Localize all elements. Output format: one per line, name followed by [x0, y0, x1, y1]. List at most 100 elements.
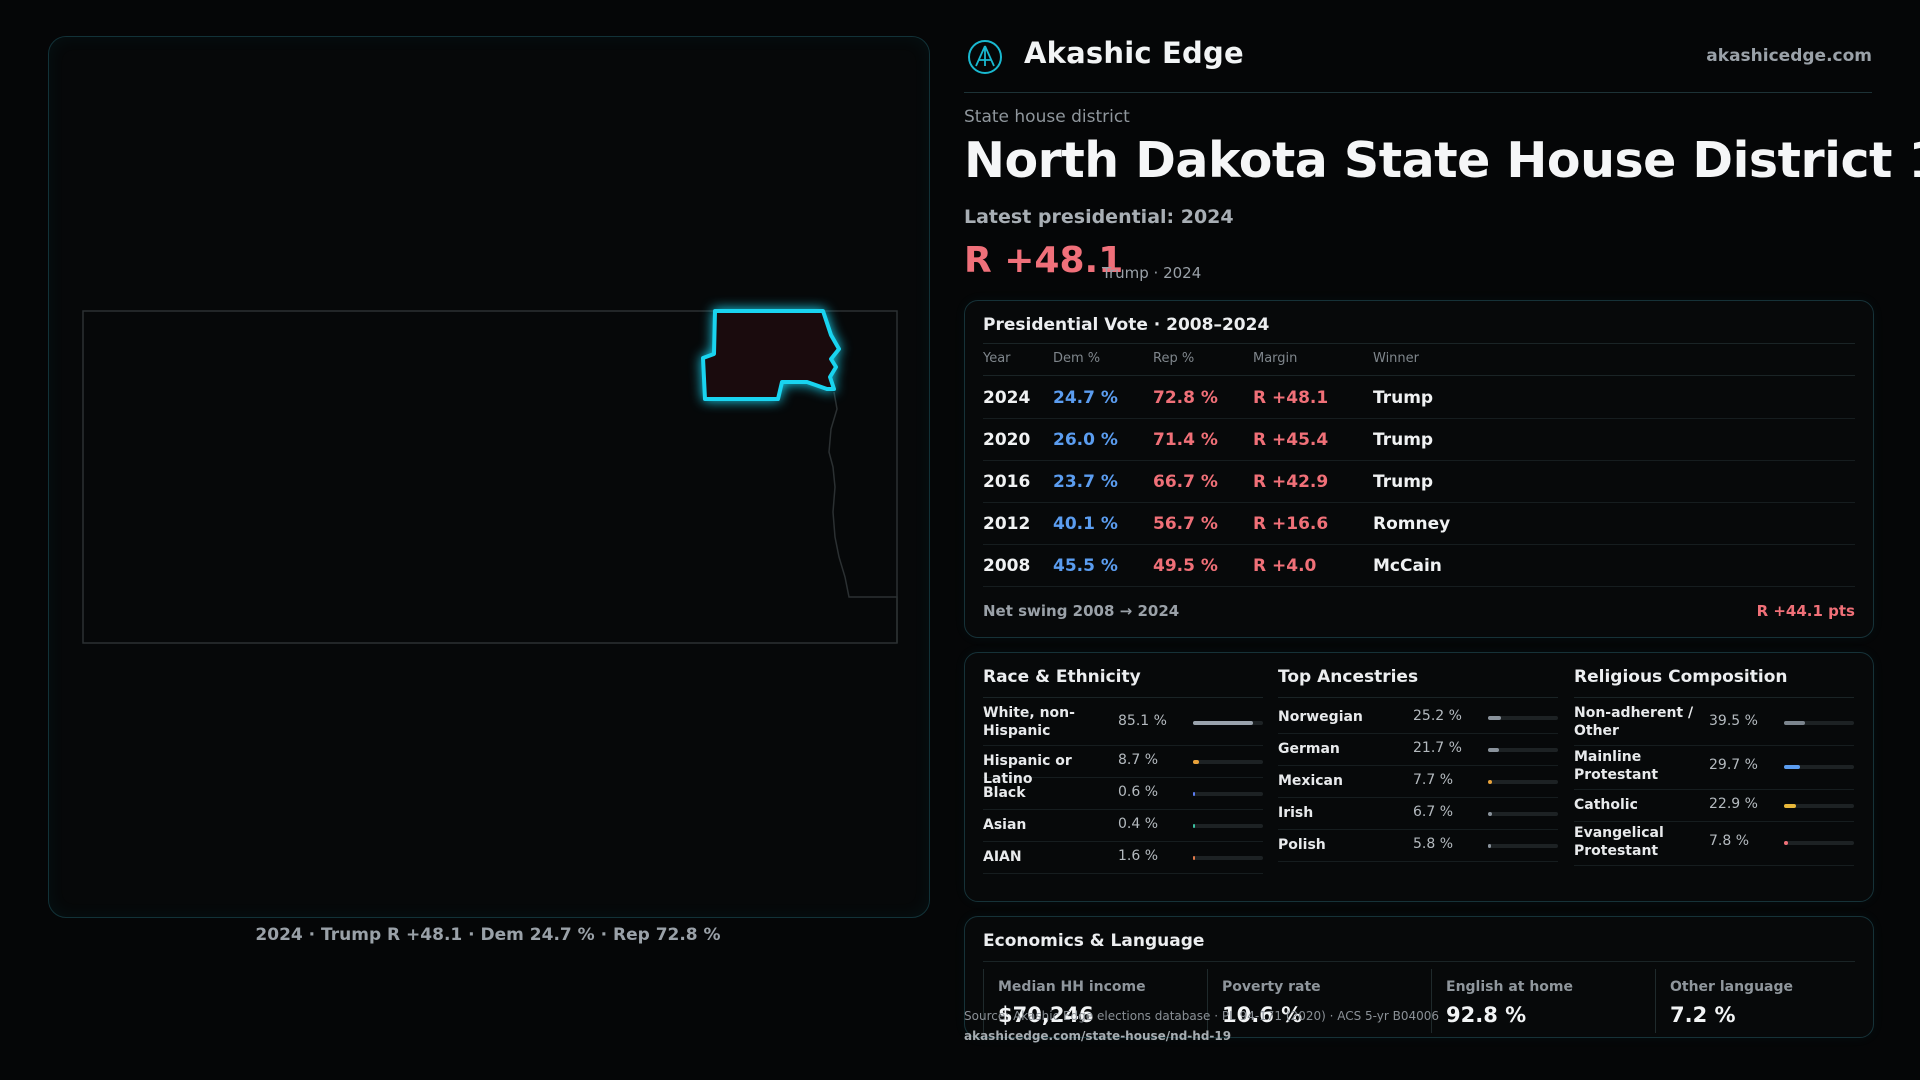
state-outline — [82, 310, 898, 644]
ancestry-row: Norwegian 25.2 % — [1278, 701, 1558, 734]
race-row: Hispanic or Latino 8.7 % — [983, 745, 1263, 787]
race-bar-fill — [1193, 792, 1195, 796]
district-19-highlight[interactable] — [701, 309, 841, 401]
winner-cell: Trump — [1373, 388, 1434, 408]
race-label: Asian — [983, 817, 1027, 833]
race-bar-fill — [1193, 856, 1195, 860]
section-divider — [1278, 697, 1558, 698]
ancestry-bar-track — [1488, 812, 1558, 816]
year-cell: 2016 — [983, 472, 1031, 492]
state-river-border — [828, 391, 898, 643]
race-label: AIAN — [983, 849, 1022, 865]
year-cell: 2020 — [983, 430, 1031, 450]
source-note: Source: Akashic Edge elections database … — [964, 1006, 1439, 1046]
section-divider — [983, 697, 1263, 698]
religion-row: Catholic 22.9 % — [1574, 789, 1854, 822]
race-bar-track — [1193, 721, 1263, 725]
brand-name: Akashic Edge — [1024, 36, 1244, 70]
ancestry-value: 6.7 % — [1413, 804, 1454, 820]
col-header-winner: Winner — [1373, 351, 1420, 366]
winner-cell: Romney — [1373, 514, 1451, 534]
margin-cell: R +4.0 — [1253, 556, 1317, 576]
econ-stat-value: $70,246 — [998, 1003, 1094, 1027]
econ-stat: Median HH income $70,246 — [983, 969, 1194, 1033]
dem-pct-cell: 45.5 % — [1053, 556, 1118, 576]
header-divider — [964, 92, 1872, 93]
econ-stat-label: Poverty rate — [1222, 979, 1321, 995]
ancestry-value: 7.7 % — [1413, 772, 1454, 788]
col-header-margin: Margin — [1253, 351, 1298, 366]
race-bar-track — [1193, 856, 1263, 860]
ancestry-label: Norwegian — [1278, 709, 1363, 725]
ancestry-row: Irish 6.7 % — [1278, 797, 1558, 830]
race-label: Hispanic or Latino — [983, 753, 1072, 787]
econ-stat-value: 92.8 % — [1446, 1003, 1527, 1027]
religion-label: Mainline Protestant — [1574, 749, 1659, 783]
religion-label: Catholic — [1574, 797, 1638, 813]
dem-pct-cell: 24.7 % — [1053, 388, 1118, 408]
dem-pct-cell: 23.7 % — [1053, 472, 1118, 492]
headline-margin-sub: Trump · 2024 — [1102, 264, 1202, 282]
econ-stat-value: 7.2 % — [1670, 1003, 1736, 1027]
ancestry-label: German — [1278, 741, 1340, 757]
header-row-divider — [983, 375, 1855, 376]
econ-stat-value: 10.6 % — [1222, 1003, 1303, 1027]
col-header-year: Year — [983, 351, 1011, 366]
religion-value: 29.7 % — [1709, 757, 1758, 773]
margin-cell: R +42.9 — [1253, 472, 1329, 492]
ancestry-row: Polish 5.8 % — [1278, 829, 1558, 862]
ancestry-bar-track — [1488, 748, 1558, 752]
vote-row: 2016 23.7 % 66.7 % R +42.9 Trump — [983, 461, 1855, 503]
margin-cell: R +48.1 — [1253, 388, 1329, 408]
source-link[interactable]: akashicedge.com/state-house/nd-hd-19 — [964, 1029, 1232, 1043]
race-bar-fill — [1193, 824, 1195, 828]
rep-pct-cell: 71.4 % — [1153, 430, 1218, 450]
econ-stat-label: Other language — [1670, 979, 1793, 995]
card-divider — [983, 343, 1855, 344]
vote-row: 2012 40.1 % 56.7 % R +16.6 Romney — [983, 503, 1855, 545]
demographics-card: Race & Ethnicity White, non-Hispanic 85.1… — [964, 652, 1874, 902]
race-row: Asian 0.4 % — [983, 809, 1263, 842]
vote-row: 2020 26.0 % 71.4 % R +45.4 Trump — [983, 419, 1855, 461]
vote-row: 2024 24.7 % 72.8 % R +48.1 Trump — [983, 377, 1855, 419]
net-swing-value: R +44.1 pts — [1756, 602, 1855, 620]
brand-url-link[interactable]: akashicedge.com — [1706, 46, 1872, 66]
race-bar-track — [1193, 824, 1263, 828]
ancestry-title: Top Ancestries — [1278, 667, 1419, 687]
ancestry-value: 5.8 % — [1413, 836, 1454, 852]
religion-bar-track — [1784, 804, 1854, 808]
year-cell: 2024 — [983, 388, 1031, 408]
religion-row: Non-adherent / Other 39.5 % — [1574, 701, 1854, 746]
ancestry-bar-fill — [1488, 748, 1500, 752]
race-value: 8.7 % — [1118, 752, 1159, 768]
religion-bar-fill — [1784, 721, 1805, 725]
religion-title: Religious Composition — [1574, 667, 1788, 687]
ancestry-label: Irish — [1278, 805, 1314, 821]
col-header-dem: Dem % — [1053, 351, 1101, 366]
ancestry-row: German 21.7 % — [1278, 733, 1558, 766]
year-cell: 2012 — [983, 514, 1031, 534]
section-divider — [1574, 697, 1854, 698]
religion-label: Non-adherent / Other — [1574, 705, 1694, 739]
map-panel[interactable] — [48, 36, 930, 918]
winner-cell: Trump — [1373, 472, 1434, 492]
econ-stat-label: English at home — [1446, 979, 1574, 995]
religion-label: Evangelical Protestant — [1574, 825, 1664, 859]
winner-cell: Trump — [1373, 430, 1434, 450]
district-map[interactable] — [49, 37, 929, 917]
margin-cell: R +45.4 — [1253, 430, 1329, 450]
ancestry-label: Polish — [1278, 837, 1326, 853]
source-text: Source: Akashic Edge elections database … — [964, 1009, 1440, 1023]
race-row: AIAN 1.6 % — [983, 841, 1263, 874]
ancestry-value: 25.2 % — [1413, 708, 1462, 724]
econ-stat: English at home 92.8 % — [1431, 969, 1642, 1033]
race-row: White, non-Hispanic 85.1 % — [983, 701, 1263, 746]
headline-margin: R +48.1 — [964, 240, 1124, 281]
ancestry-value: 21.7 % — [1413, 740, 1462, 756]
ancestry-row: Mexican 7.7 % — [1278, 765, 1558, 798]
race-label: Black — [983, 785, 1026, 801]
akashic-logo-icon — [968, 40, 1002, 74]
presidential-vote-title: Presidential Vote · 2008–2024 — [983, 315, 1270, 335]
religion-bar-fill — [1784, 804, 1797, 808]
race-row: Black 0.6 % — [983, 777, 1263, 810]
